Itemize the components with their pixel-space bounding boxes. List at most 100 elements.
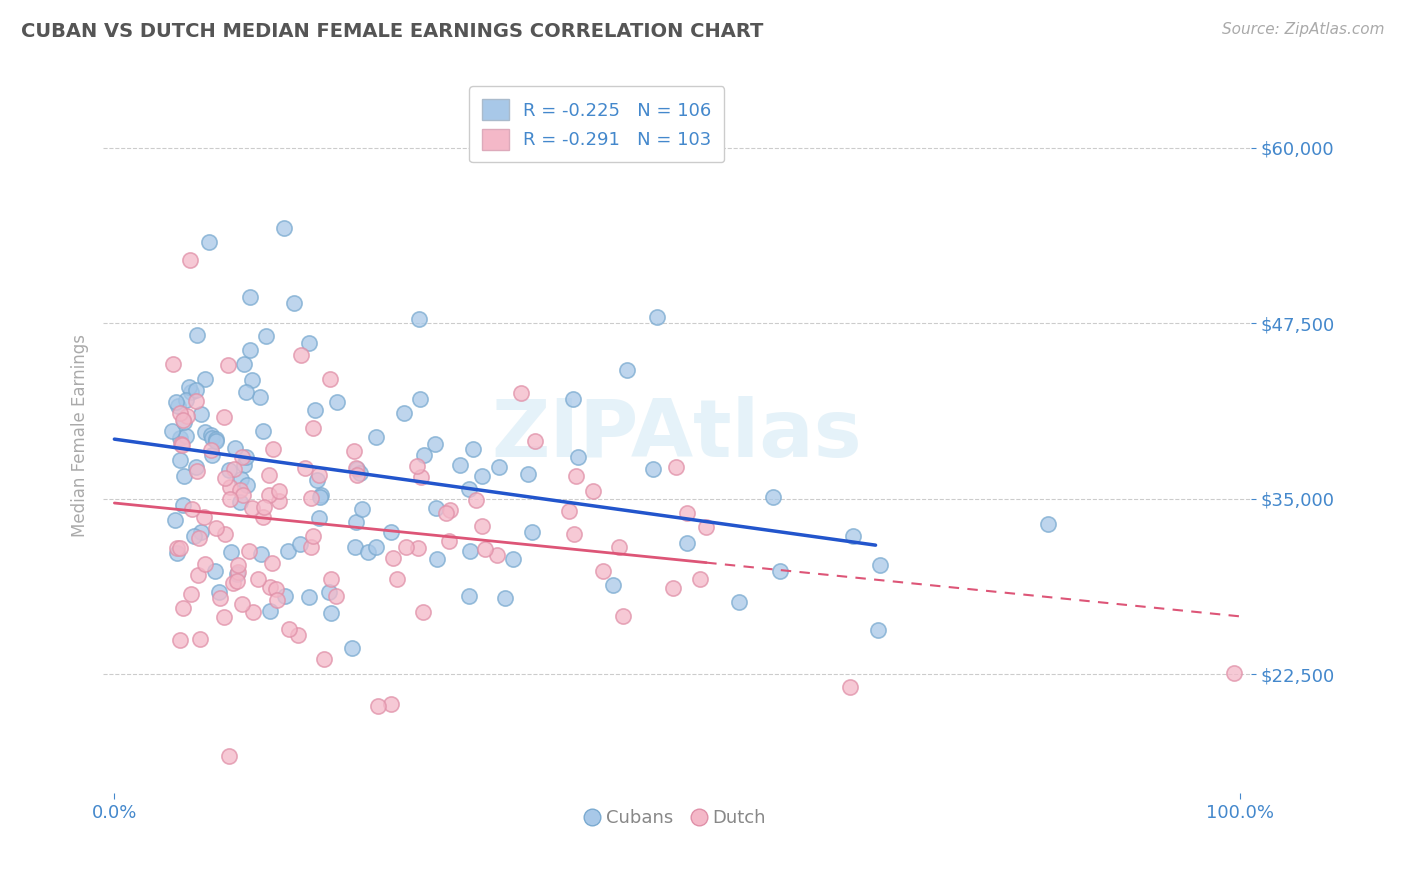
Point [229,483,252,497]
Text: Source: ZipAtlas.com: Source: ZipAtlas.com [1222,22,1385,37]
Point [240,500,263,515]
Point [565,469,588,483]
Point [254,329,277,343]
Point [190,407,212,421]
Point [602,578,624,592]
Point [325,589,347,603]
Point [172,600,194,615]
Point [179,252,201,267]
Point [305,473,328,487]
Point [170,438,193,452]
Point [219,480,242,494]
Text: ZIPAtlas: ZIPAtlas [492,396,862,475]
Point [641,461,664,475]
Point [187,568,209,582]
Point [218,463,240,477]
Point [616,363,638,377]
Point [226,558,249,573]
Point [425,501,447,516]
Point [181,502,204,516]
Point [262,556,284,570]
Point [299,491,322,505]
Point [231,450,253,464]
Point [423,437,446,451]
Point [176,409,198,424]
Point [357,545,380,559]
Point [236,478,259,492]
Point [607,540,630,554]
Point [392,406,415,420]
Point [343,444,366,458]
Point [727,595,749,609]
Point [176,429,198,443]
Point [517,467,540,481]
Point [262,442,284,456]
Point [302,421,325,435]
Point [233,357,256,371]
Point [166,399,188,413]
Point [173,468,195,483]
Point [259,604,281,618]
Point [208,585,231,599]
Point [204,565,226,579]
Point [214,527,236,541]
Point [214,471,236,485]
Point [259,580,281,594]
Point [409,470,432,484]
Point [266,593,288,607]
Point [382,551,405,566]
Point [217,358,239,372]
Point [762,491,785,505]
Point [183,529,205,543]
Point [180,587,202,601]
Point [449,458,471,472]
Point [612,609,634,624]
Point [294,460,316,475]
Point [264,582,287,596]
Point [201,431,224,445]
Point [169,453,191,467]
Point [200,428,222,442]
Point [249,391,271,405]
Point [471,519,494,533]
Point [180,385,202,400]
Point [592,565,614,579]
Point [231,597,253,611]
Point [406,458,429,473]
Point [166,546,188,560]
Point [342,640,364,655]
Point [172,499,194,513]
Point [523,434,546,449]
Point [226,566,249,580]
Point [311,488,333,502]
Point [239,343,262,357]
Point [273,220,295,235]
Point [184,383,207,397]
Point [163,513,186,527]
Point [485,548,508,562]
Point [665,460,688,475]
Point [283,296,305,310]
Point [187,532,209,546]
Point [277,622,299,636]
Point [169,406,191,420]
Point [352,501,374,516]
Point [434,506,457,520]
Point [188,632,211,646]
Point [162,357,184,371]
Point [257,468,280,483]
Point [235,385,257,400]
Point [346,462,368,476]
Point [1223,666,1246,681]
Point [229,472,252,486]
Point [204,521,226,535]
Point [366,540,388,554]
Point [458,482,481,496]
Point [567,450,589,464]
Point [194,558,217,572]
Point [194,425,217,439]
Point [193,510,215,524]
Point [226,574,249,588]
Point [502,551,524,566]
Point [458,544,481,558]
